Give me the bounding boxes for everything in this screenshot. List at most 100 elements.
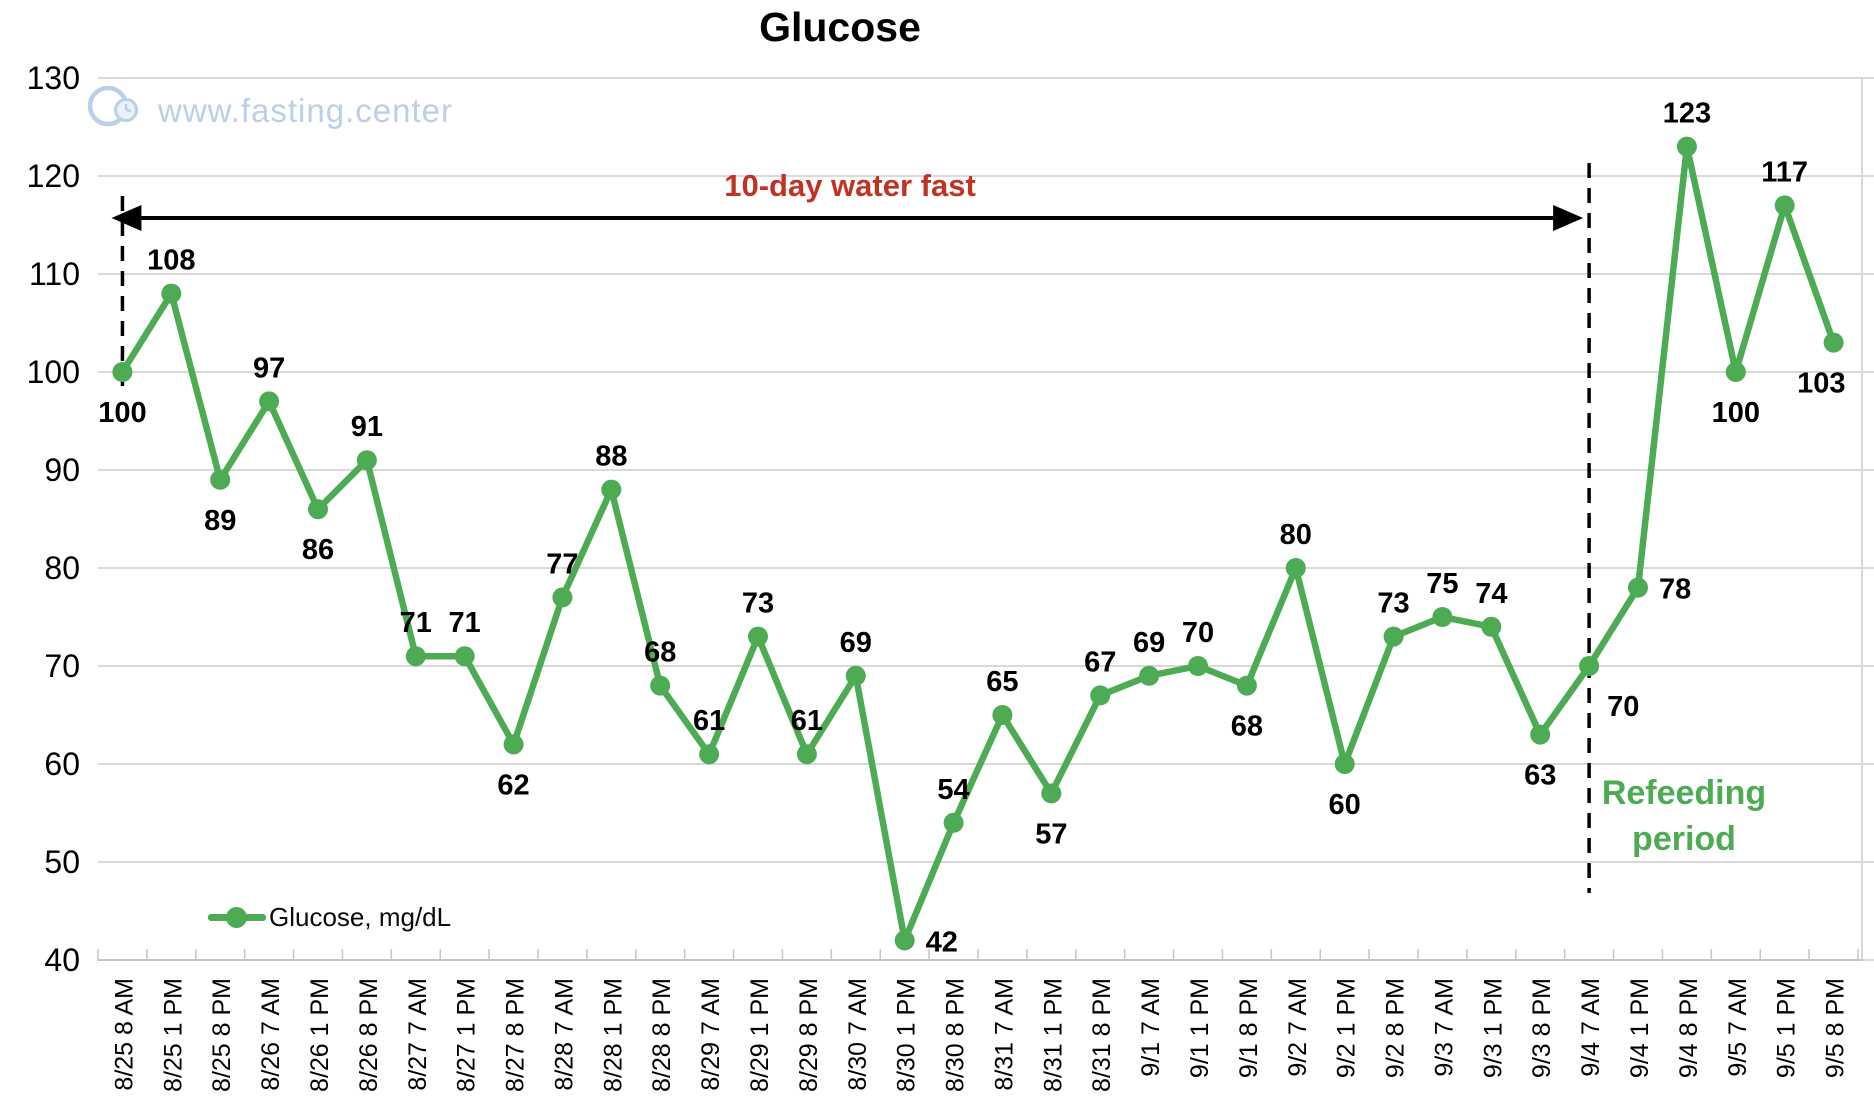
x-tick-label: 8/31 8 PM: [1088, 978, 1116, 1092]
data-point-marker: [894, 930, 915, 951]
data-point-marker: [1383, 626, 1404, 647]
data-point-label: 71: [449, 607, 481, 639]
x-tick-label: 8/28 7 AM: [550, 978, 578, 1091]
data-point-marker: [943, 812, 964, 833]
data-point-label: 61: [693, 705, 725, 737]
x-tick-label: 9/4 8 PM: [1675, 978, 1703, 1078]
data-point-marker: [796, 744, 817, 765]
data-point-marker: [454, 646, 475, 667]
data-point-marker: [845, 665, 866, 686]
x-tick-label: 9/2 8 PM: [1382, 978, 1410, 1078]
data-point-label: 108: [147, 245, 195, 277]
data-point-marker: [1236, 675, 1257, 696]
x-tick-label: 9/3 8 PM: [1528, 978, 1556, 1078]
data-point-label: 97: [253, 352, 285, 384]
data-point-marker: [259, 391, 280, 412]
x-tick-label: 9/1 8 PM: [1235, 978, 1263, 1078]
data-point-marker: [1823, 332, 1844, 353]
y-tick-label: 130: [27, 60, 80, 96]
x-tick-label: 9/2 1 PM: [1333, 978, 1361, 1078]
data-point-marker: [650, 675, 671, 696]
data-point-marker: [1188, 656, 1208, 676]
legend-line-swatch: [208, 906, 266, 928]
x-tick-label: 8/28 8 PM: [648, 978, 676, 1092]
data-point-marker: [1481, 616, 1502, 637]
data-point-marker: [1530, 724, 1551, 745]
data-point-marker: [1285, 558, 1306, 578]
x-tick-label: 8/25 8 AM: [110, 978, 138, 1091]
data-point-marker: [308, 499, 328, 520]
data-point-marker: [356, 450, 377, 471]
legend-label: Glucose, mg/dL: [269, 901, 452, 932]
data-point-label: 80: [1280, 519, 1312, 551]
data-point-marker: [1774, 195, 1795, 216]
data-point-label: 42: [926, 926, 958, 958]
chart-title: Glucose: [759, 4, 921, 50]
y-tick-label: 40: [44, 942, 80, 978]
data-point-marker: [601, 479, 622, 500]
data-point-marker: [1628, 577, 1648, 598]
fast-period-label: 10-day water fast: [724, 168, 976, 203]
data-point-label: 100: [1712, 397, 1760, 429]
data-point-label: 77: [546, 548, 578, 580]
x-tick-label: 9/1 7 AM: [1137, 978, 1165, 1077]
data-point-label: 74: [1475, 578, 1507, 610]
legend-dot-swatch: [226, 906, 247, 928]
data-point-label: 54: [937, 774, 969, 806]
refeeding-period-label: Refeeding period: [1570, 770, 1798, 862]
x-tick-label: 8/26 8 PM: [355, 978, 383, 1092]
data-point-label: 103: [1797, 368, 1845, 400]
data-point-label: 91: [351, 411, 383, 443]
data-point-marker: [1139, 665, 1160, 686]
clock-logo-icon: [86, 84, 144, 137]
y-tick-label: 110: [29, 256, 80, 292]
y-tick-label: 60: [44, 746, 80, 782]
data-point-label: 68: [644, 637, 676, 669]
x-tick-label: 9/5 7 AM: [1724, 978, 1752, 1077]
data-point-label: 60: [1329, 789, 1361, 821]
x-tick-label: 8/26 7 AM: [257, 978, 285, 1091]
x-tick-label: 9/4 1 PM: [1626, 978, 1654, 1078]
data-point-marker: [552, 587, 573, 608]
y-tick-label: 70: [44, 648, 80, 684]
data-point-marker: [112, 362, 133, 382]
x-tick-label: 9/1 1 PM: [1186, 978, 1214, 1078]
data-point-label: 71: [400, 607, 432, 639]
data-point-marker: [1579, 656, 1600, 676]
data-point-label: 78: [1659, 574, 1691, 606]
x-tick-label: 8/27 8 PM: [502, 978, 530, 1092]
data-point-label: 123: [1663, 98, 1711, 130]
x-tick-label: 9/5 8 PM: [1822, 978, 1850, 1078]
data-point-marker: [161, 283, 182, 304]
x-tick-label: 8/25 1 PM: [159, 978, 187, 1092]
x-tick-label: 8/30 1 PM: [893, 978, 921, 1092]
data-point-label: 67: [1084, 646, 1116, 678]
x-tick-label: 8/25 8 PM: [208, 978, 236, 1092]
data-point-label: 100: [98, 397, 146, 429]
data-point-marker: [699, 744, 720, 765]
y-tick-label: 120: [27, 158, 80, 194]
watermark: www.fasting.center: [86, 84, 453, 137]
x-tick-label: 9/4 7 AM: [1577, 978, 1605, 1077]
data-point-label: 73: [742, 588, 774, 620]
x-tick-label: 9/3 7 AM: [1430, 978, 1458, 1077]
data-point-label: 88: [595, 441, 627, 473]
data-point-label: 70: [1607, 691, 1639, 723]
data-point-marker: [1676, 136, 1697, 157]
data-point-label: 63: [1524, 760, 1556, 792]
x-tick-label: 8/27 1 PM: [453, 978, 481, 1092]
legend: Glucose, mg/dL: [208, 901, 451, 933]
refeeding-label-line2: period: [1632, 820, 1736, 858]
data-point-label: 69: [1133, 627, 1165, 659]
data-point-label: 117: [1761, 156, 1808, 188]
data-point-marker: [503, 734, 524, 755]
data-point-marker: [748, 626, 768, 647]
y-tick-label: 100: [27, 354, 80, 390]
data-point-label: 75: [1426, 568, 1458, 600]
data-point-label: 61: [791, 705, 823, 737]
x-tick-label: 8/29 8 PM: [795, 978, 823, 1092]
x-tick-label: 9/5 1 PM: [1773, 978, 1801, 1078]
x-tick-label: 8/31 1 PM: [1039, 978, 1067, 1092]
data-point-marker: [405, 646, 426, 667]
x-tick-label: 8/29 7 AM: [697, 978, 725, 1091]
